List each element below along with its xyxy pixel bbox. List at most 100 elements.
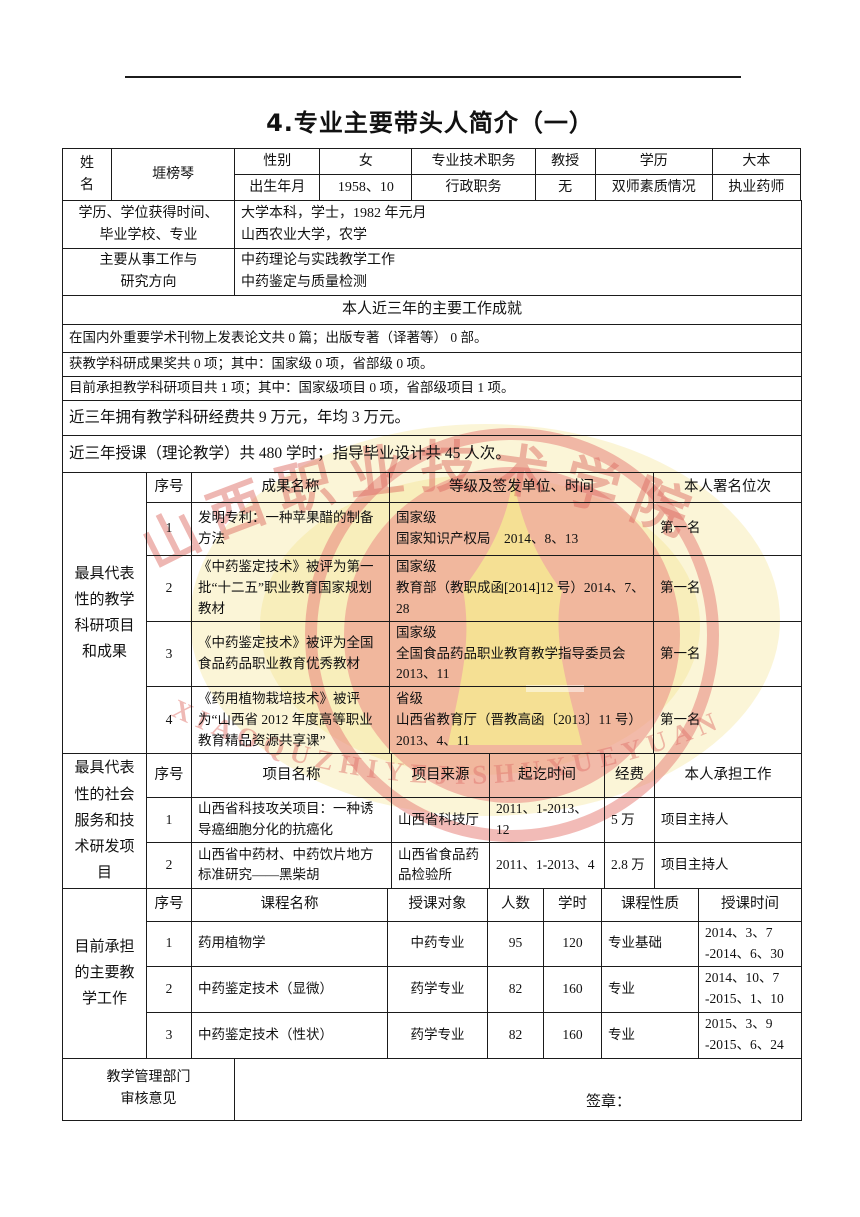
course-hours: 160: [543, 965, 602, 1013]
row-no: 2: [146, 554, 192, 622]
header-rule: [125, 76, 741, 78]
table-row: 1 山西省科技攻关项目：一种诱导癌细胞分化的抗癌化 山西省科技厅 2011、1-…: [63, 796, 802, 844]
review-opinion-area: 签章：: [234, 1057, 802, 1121]
achievement-name: 《中药鉴定技术》被评为全国食品药品职业教育优秀教材: [191, 620, 390, 688]
table-row: 2 山西省中药材、中药饮片地方标准研究——黑柴胡 山西省食品药品检验所 2011…: [63, 842, 802, 889]
dual-quality-label: 双师素质情况: [594, 174, 713, 201]
col-header-fund: 经费: [604, 753, 655, 798]
course-students: 95: [487, 920, 544, 967]
project-name: 山西省中药材、中药饮片地方标准研究——黑柴胡: [191, 842, 392, 889]
name-label: 姓 名: [61, 148, 113, 201]
section3-side-label: 目前承担 的主要教 学工作: [62, 887, 147, 1059]
row-no: 1: [146, 920, 192, 967]
tech-title-label: 专业技术职务: [411, 148, 536, 175]
col-header-period: 起讫时间: [489, 753, 605, 798]
birth-label: 出生年月: [234, 174, 321, 201]
issuer: 山西省教育厅（晋教高函〔2013〕11 号） 2013、4、11: [396, 711, 649, 748]
col-header-course-type: 课程性质: [601, 887, 699, 922]
level: 国家级: [396, 509, 437, 525]
table-row: 3 《中药鉴定技术》被评为全国食品药品职业教育优秀教材 国家级 全国食品药品职业…: [63, 620, 802, 688]
issuer: 教育部（教职成函[2014]12 号）2014、7、28: [396, 579, 645, 616]
col-header-source: 项目来源: [391, 753, 490, 798]
review-label: 教学管理部门 审核意见: [62, 1057, 235, 1121]
signature-label: 签章：: [586, 1094, 632, 1111]
review-table: 教学管理部门 审核意见 签章：: [62, 1057, 802, 1121]
col-header-no: 序号: [146, 753, 192, 798]
row-no: 1: [146, 501, 192, 556]
degree-label: 学历、学位获得时间、 毕业学校、专业: [62, 200, 235, 249]
col-header-project-name: 项目名称: [191, 753, 392, 798]
achievement-line: 在国内外重要学术刊物上发表论文共 0 篇；出版专著（译著等） 0 部。: [62, 324, 802, 353]
project-fund: 2.8 万: [604, 842, 655, 889]
col-header-hours: 学时: [543, 887, 602, 922]
col-header-achievement-name: 成果名称: [191, 471, 390, 503]
table-row: 1 发明专利：一种苹果醋的制备方法 国家级 国家知识产权局 2014、8、13 …: [63, 501, 802, 556]
course-hours: 120: [543, 920, 602, 967]
project-role: 项目主持人: [654, 796, 802, 844]
col-header-author-rank: 本人署名位次: [653, 471, 802, 503]
level: 国家级: [396, 624, 437, 640]
gender-label: 性别: [234, 148, 321, 175]
project-period: 2011、1-2013、12: [489, 796, 605, 844]
issuer: 国家知识产权局 2014、8、13: [396, 530, 579, 546]
course-name: 中药鉴定技术（性状）: [191, 1011, 388, 1059]
author-rank: 第一名: [653, 501, 802, 556]
course-audience: 中药专业: [387, 920, 488, 967]
page-title: 4.专业主要带头人简介（一）: [266, 109, 594, 137]
row-no: 1: [146, 796, 192, 844]
col-header-level-issuer: 等级及签发单位、时间: [389, 471, 654, 503]
education-value: 大本: [711, 148, 802, 175]
education-label: 学历: [594, 148, 713, 175]
course-type: 专业: [601, 1011, 699, 1059]
achievements-table: 本人近三年的主要工作成就 在国内外重要学术刊物上发表论文共 0 篇；出版专著（译…: [62, 295, 802, 473]
table-row: 2 《中药鉴定技术》被评为第一批“十二五”职业教育国家规划教材 国家级 教育部（…: [63, 554, 802, 622]
table-row: 1 药用植物学 中药专业 95 120 专业基础 2014、3、7 -2014、…: [63, 920, 802, 967]
project-source: 山西省科技厅: [391, 796, 490, 844]
col-header-students: 人数: [487, 887, 544, 922]
dual-quality-value: 执业药师: [711, 174, 802, 201]
course-type: 专业: [601, 965, 699, 1013]
work-direction-value: 中药理论与实践教学工作 中药鉴定与质量检测: [234, 248, 802, 296]
level: 国家级: [396, 558, 437, 574]
achievement-name: 发明专利：一种苹果醋的制备方法: [191, 501, 390, 556]
achievement-name: 《药用植物栽培技术》被评为“山西省 2012 年度高等职业教育精品资源共享课”: [191, 686, 390, 755]
achievements-header: 本人近三年的主要工作成就: [62, 295, 802, 325]
section2-side-label: 最具代表 性的社会 服务和技 术研发项 目: [62, 753, 147, 889]
level-issuer: 国家级 教育部（教职成函[2014]12 号）2014、7、28: [389, 554, 654, 622]
course-time: 2014、10、7 -2015、1、10: [698, 965, 802, 1013]
service-projects-table: 最具代表 性的社会 服务和技 术研发项 目 序号 项目名称 项目来源 起讫时间 …: [62, 753, 802, 889]
achievement-line: 近三年拥有教学科研经费共 9 万元，年均 3 万元。: [62, 399, 802, 436]
research-projects-table: 最具代表 性的教学 科研项目 和成果 序号 成果名称 等级及签发单位、时间 本人…: [62, 471, 802, 755]
project-source: 山西省食品药品检验所: [391, 842, 490, 889]
row-no: 2: [146, 965, 192, 1013]
row-no: 4: [146, 686, 192, 755]
row-no: 3: [146, 1011, 192, 1059]
course-audience: 药学专业: [387, 1011, 488, 1059]
table-row: 2 中药鉴定技术（显微） 药学专业 82 160 专业 2014、10、7 -2…: [63, 965, 802, 1013]
profile-form: 姓 名 堐榜琴 性别 女 专业技术职务 教授 学历 大本 出生年月 1958、1…: [61, 148, 802, 1121]
course-name: 药用植物学: [191, 920, 388, 967]
level: 省级: [396, 690, 423, 706]
course-time: 2015、3、9 -2015、6、24: [698, 1011, 802, 1059]
course-students: 82: [487, 1011, 544, 1059]
project-name: 山西省科技攻关项目：一种诱导癌细胞分化的抗癌化: [191, 796, 392, 844]
col-header-role: 本人承担工作: [654, 753, 802, 798]
degree-value: 大学本科，学士，1982 年元月 山西农业大学，农学: [234, 200, 802, 249]
project-role: 项目主持人: [654, 842, 802, 889]
col-header-no: 序号: [146, 887, 192, 922]
achievement-line: 获教学科研成果奖共 0 项；其中：国家级 0 项，省部级 0 项。: [62, 352, 802, 377]
author-rank: 第一名: [653, 620, 802, 688]
project-fund: 5 万: [604, 796, 655, 844]
level-issuer: 国家级 国家知识产权局 2014、8、13: [389, 501, 654, 556]
project-period: 2011、1-2013、4: [489, 842, 605, 889]
admin-title-label: 行政职务: [411, 174, 536, 201]
achievement-name: 《中药鉴定技术》被评为第一批“十二五”职业教育国家规划教材: [191, 554, 390, 622]
col-header-course: 课程名称: [191, 887, 388, 922]
level-issuer: 国家级 全国食品药品职业教育教学指导委员会 2013、11: [389, 620, 654, 688]
course-time: 2014、3、7 -2014、6、30: [698, 920, 802, 967]
course-hours: 160: [543, 1011, 602, 1059]
row-no: 2: [146, 842, 192, 889]
author-rank: 第一名: [653, 554, 802, 622]
table-row: 4 《药用植物栽培技术》被评为“山西省 2012 年度高等职业教育精品资源共享课…: [63, 686, 802, 755]
achievement-line: 近三年授课（理论教学）共 480 学时；指导毕业设计共 45 人次。: [62, 434, 802, 473]
